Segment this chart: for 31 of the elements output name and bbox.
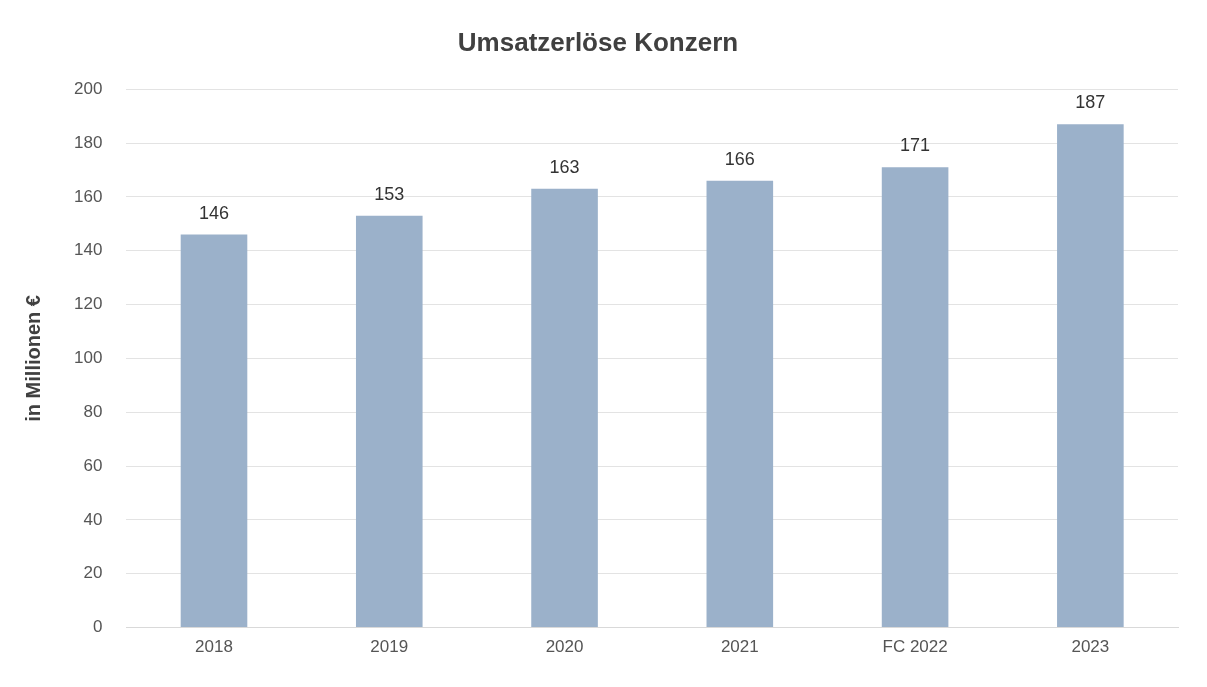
y-tick-label: 40 [83, 509, 103, 529]
y-tick-label: 140 [73, 240, 103, 260]
y-tick-label: 200 [73, 78, 103, 98]
data-label: 166 [724, 148, 755, 169]
y-tick-label: 80 [83, 401, 103, 421]
y-axis-title: in Millionen € [21, 295, 44, 422]
x-tick-label: 2020 [545, 637, 584, 657]
bar [355, 215, 423, 628]
y-tick-label: 120 [73, 294, 103, 314]
y-tick-label: 180 [73, 132, 103, 152]
data-label: 187 [1075, 92, 1106, 113]
x-tick-label: 2023 [1071, 637, 1110, 657]
data-label: 171 [900, 135, 931, 156]
x-tick-label: 2019 [370, 637, 409, 657]
bar [180, 234, 248, 628]
data-label: 163 [549, 156, 580, 177]
y-tick-label: 20 [83, 563, 103, 583]
y-tick-label: 160 [73, 186, 103, 206]
data-label: 153 [374, 183, 405, 204]
y-tick-label: 100 [73, 348, 103, 368]
bar [531, 188, 598, 628]
y-tick-label: 60 [83, 455, 103, 475]
chart-title: Umsatzerlöse Konzern [457, 26, 739, 57]
bar [706, 180, 774, 628]
data-label: 146 [198, 202, 230, 223]
x-tick-label: 2018 [195, 637, 233, 657]
x-tick-label: 2021 [720, 637, 759, 657]
y-tick-label: 0 [92, 617, 103, 637]
x-tick-label: FC 2022 [882, 637, 948, 657]
bar [881, 167, 949, 628]
bar [1057, 124, 1124, 628]
